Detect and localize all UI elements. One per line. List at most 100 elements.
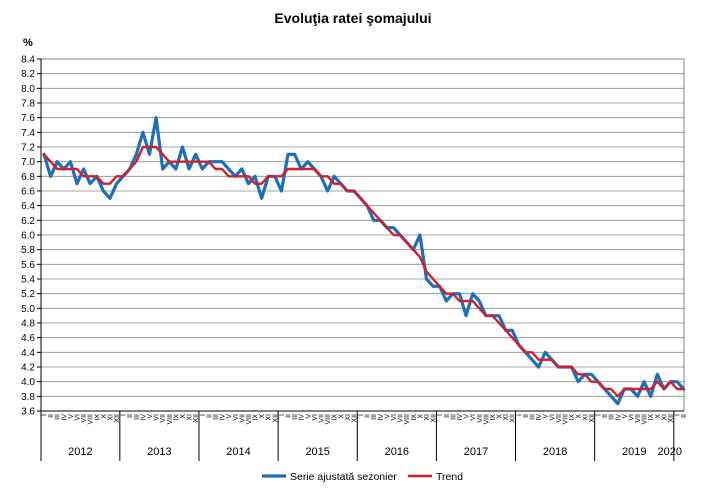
x-month-label: I [595, 414, 602, 416]
x-month-label: I [437, 414, 444, 416]
series-lines [42, 116, 686, 406]
x-month-label: VIII [88, 414, 95, 425]
x-month-label: II [48, 414, 55, 418]
y-tick-label: 4.4 [21, 348, 35, 359]
y-tick-label: 6.8 [21, 172, 35, 183]
x-month-label: III [213, 414, 220, 420]
x-month-label: XII [114, 414, 121, 423]
y-tick-label: 5.6 [21, 260, 35, 271]
y-tick-label: 4.2 [21, 363, 35, 374]
x-month-label: VIII [404, 414, 411, 425]
x-year-label: 2017 [464, 446, 488, 458]
x-month-label: XI [107, 414, 114, 421]
x-month-label: XI [266, 414, 273, 421]
x-month-label: V [464, 414, 471, 419]
x-month-label: III [134, 414, 141, 420]
x-month-label: XI [661, 414, 668, 421]
x-month-label: X [101, 414, 108, 419]
x-month-label: II [523, 414, 530, 418]
x-month-label: VII [318, 414, 325, 423]
y-tick-label: 7.6 [21, 113, 35, 124]
y-tick-label: 5.8 [21, 245, 35, 256]
x-month-label: XII [272, 414, 279, 423]
x-month-label: XII [351, 414, 358, 423]
x-month-label: IX [173, 414, 180, 421]
y-tick-label: 7.0 [21, 157, 35, 168]
x-month-label: V [543, 414, 550, 419]
x-month-label: IV [61, 414, 68, 421]
x-month-label: I [121, 414, 128, 416]
y-tick-label: 8.0 [21, 84, 35, 95]
x-month-label: X [576, 414, 583, 419]
x-month-label: VII [556, 414, 563, 423]
x-month-label: IX [648, 414, 655, 421]
x-year-label: 2014 [226, 446, 250, 458]
x-month-label: VI [154, 414, 161, 421]
x-month-label: X [180, 414, 187, 419]
x-month-label: IV [220, 414, 227, 421]
x-month-label: X [259, 414, 266, 419]
y-tick-label: 5.0 [21, 304, 35, 315]
x-year-label: 2012 [68, 446, 92, 458]
x-month-label: III [609, 414, 616, 420]
y-tick-label: 4.8 [21, 319, 35, 330]
x-month-label: IX [569, 414, 576, 421]
x-month-label: XI [582, 414, 589, 421]
x-month-label: XI [503, 414, 510, 421]
x-month-label: IV [615, 414, 622, 421]
x-month-label: II [206, 414, 213, 418]
y-tick-label: 5.4 [21, 275, 35, 286]
x-month-label: II [602, 414, 609, 418]
x-month-label: IV [140, 414, 147, 421]
x-month-label: II [127, 414, 134, 418]
legend: Serie ajustată sezonier Trend [262, 471, 463, 483]
x-month-label: VII [239, 414, 246, 423]
series-line-seasonally-adjusted [42, 116, 686, 406]
x-month-label: VII [635, 414, 642, 423]
x-month-label: VIII [642, 414, 649, 425]
x-year-label: 2019 [622, 446, 646, 458]
x-month-label: IV [536, 414, 543, 421]
x-month-label: III [450, 414, 457, 420]
y-axis-unit-label: % [23, 37, 33, 49]
x-month-label: V [305, 414, 312, 419]
x-month-label: I [516, 414, 523, 416]
x-month-label: XII [589, 414, 596, 423]
y-tick-label: 7.4 [21, 128, 35, 139]
y-tick-label: 6.4 [21, 201, 35, 212]
x-month-label: VIII [483, 414, 490, 425]
x-month-label: IV [457, 414, 464, 421]
y-tick-label: 7.2 [21, 143, 35, 154]
x-month-label: II [365, 414, 372, 418]
x-month-label: V [384, 414, 391, 419]
x-month-label: X [417, 414, 424, 419]
x-month-label: X [655, 414, 662, 419]
x-month-label: IV [299, 414, 306, 421]
x-month-label: VI [74, 414, 81, 421]
x-month-label: XI [345, 414, 352, 421]
x-month-label: I [675, 414, 682, 416]
x-month-label: XI [424, 414, 431, 421]
x-month-label: VIII [325, 414, 332, 425]
x-month-label: IX [411, 414, 418, 421]
y-tick-label: 3.8 [21, 392, 35, 403]
x-month-label: VII [81, 414, 88, 423]
x-month-label: VI [470, 414, 477, 421]
x-month-label: II [444, 414, 451, 418]
y-tick-label: 7.8 [21, 99, 35, 110]
x-month-label: III [530, 414, 537, 420]
x-month-label: VI [549, 414, 556, 421]
x-month-label: VII [160, 414, 167, 423]
x-month-label: XI [187, 414, 194, 421]
x-month-label: I [200, 414, 207, 416]
x-month-label: VI [233, 414, 240, 421]
y-axis-ticks: 3.6 3.8 4.0 4.2 4.4 4.6 4.8 5.0 5.2 5.4 5.6 5.8 6.0 6… [21, 55, 42, 418]
x-month-label: II [286, 414, 293, 418]
x-year-label: 2015 [305, 446, 329, 458]
x-year-label: 2018 [543, 446, 567, 458]
x-month-label: XII [510, 414, 517, 423]
x-month-label: III [55, 414, 62, 420]
y-tick-label: 4.6 [21, 333, 35, 344]
